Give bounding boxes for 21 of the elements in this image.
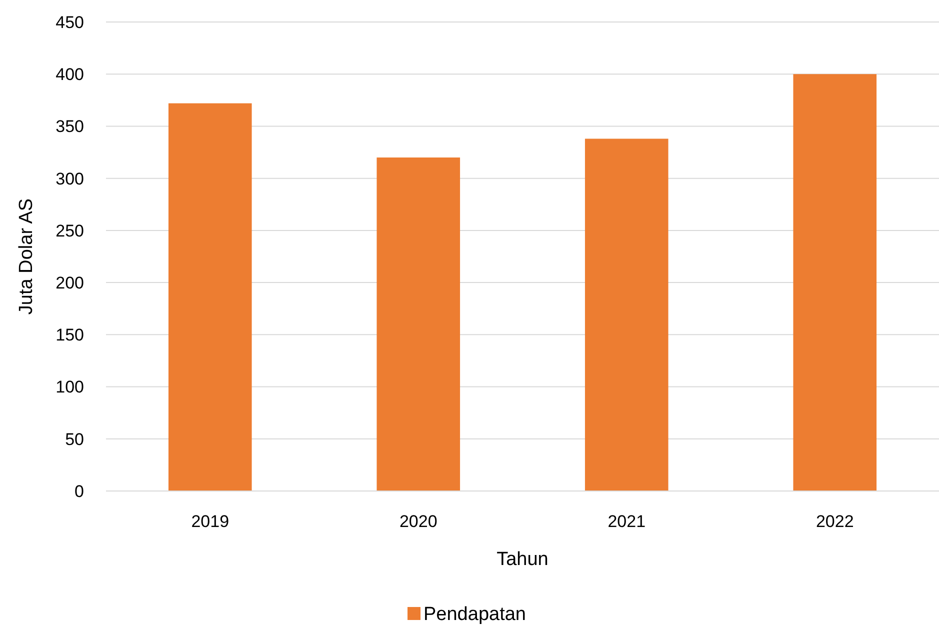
y-tick-label: 100 xyxy=(56,378,84,397)
x-tick-label: 2020 xyxy=(399,512,438,531)
y-tick-label: 150 xyxy=(56,326,84,345)
y-tick-label: 300 xyxy=(56,169,84,188)
y-tick-label: 200 xyxy=(56,274,84,293)
y-tick-label: 0 xyxy=(74,482,84,501)
y-tick-label: 450 xyxy=(56,12,84,32)
y-tick-label: 350 xyxy=(56,117,84,136)
y-tick-label: 400 xyxy=(56,65,84,84)
bar xyxy=(168,103,252,491)
y-tick-label: 250 xyxy=(56,221,84,240)
x-tick-label: 2019 xyxy=(191,512,230,531)
x-tick-label: 2021 xyxy=(608,512,646,531)
legend-label: Pendapatan xyxy=(424,604,526,625)
bar xyxy=(584,138,668,491)
y-tick-label: 50 xyxy=(65,430,84,449)
x-tick-label: 2022 xyxy=(816,512,854,531)
bar xyxy=(793,74,877,491)
x-axis-title: Tahun xyxy=(496,549,548,570)
y-axis-title: Juta Dolar AS xyxy=(16,198,37,315)
bar xyxy=(376,157,460,491)
